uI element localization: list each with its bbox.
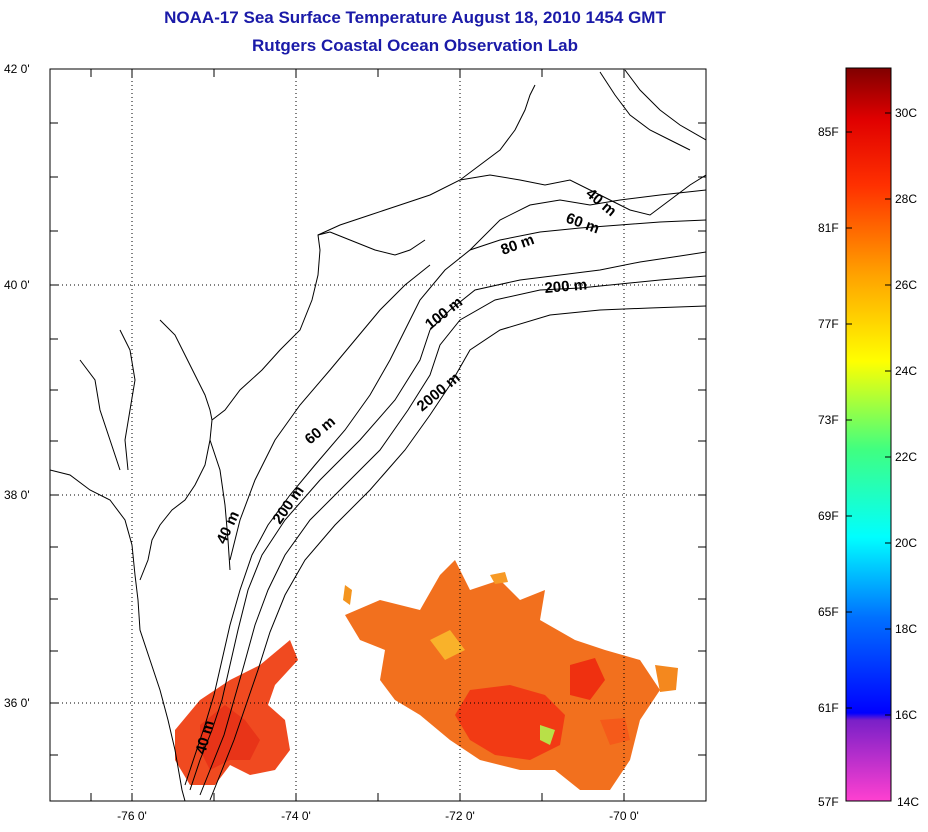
colorbar-c-label: 30C bbox=[895, 106, 917, 120]
sst-patches bbox=[175, 560, 678, 790]
colorbar bbox=[845, 67, 892, 802]
colorbar-c-label: 24C bbox=[895, 364, 917, 378]
colorbar-f-label: 57F bbox=[818, 795, 839, 809]
colorbar-f-label: 69F bbox=[818, 509, 839, 523]
colorbar-f-label: 85F bbox=[818, 125, 839, 139]
coastline bbox=[50, 69, 706, 801]
colorbar-f-label: 61F bbox=[818, 701, 839, 715]
map-title: NOAA-17 Sea Surface Temperature August 1… bbox=[164, 8, 666, 27]
axis-ticks bbox=[50, 69, 706, 801]
lat-tick-label: 36 0' bbox=[4, 696, 30, 710]
colorbar-c-label: 16C bbox=[895, 708, 917, 722]
lat-tick-label: 38 0' bbox=[4, 488, 30, 502]
colorbar-f-label: 65F bbox=[818, 605, 839, 619]
colorbar-c-label: 28C bbox=[895, 192, 917, 206]
colorbar-f-label: 73F bbox=[818, 413, 839, 427]
lon-tick-label: -72 0' bbox=[445, 809, 475, 823]
lat-lon-grid bbox=[50, 69, 706, 801]
colorbar-f-label: 77F bbox=[818, 317, 839, 331]
lon-tick-label: -70 0' bbox=[609, 809, 639, 823]
lat-tick-label: 42 0' bbox=[4, 62, 30, 76]
colorbar-c-label: 20C bbox=[895, 536, 917, 550]
colorbar-c-label: 14C bbox=[897, 795, 919, 809]
contour-label: 200 m bbox=[544, 276, 588, 297]
lat-tick-label: 40 0' bbox=[4, 278, 30, 292]
lon-tick-label: -76 0' bbox=[117, 809, 147, 823]
colorbar-c-label: 22C bbox=[895, 450, 917, 464]
depth-contours bbox=[184, 189, 706, 801]
lon-tick-label: -74 0' bbox=[281, 809, 311, 823]
colorbar-c-label: 26C bbox=[895, 278, 917, 292]
colorbar-ticks bbox=[846, 112, 891, 716]
colorbar-f-label: 81F bbox=[818, 221, 839, 235]
colorbar-c-label: 18C bbox=[895, 622, 917, 636]
map-subtitle: Rutgers Coastal Ocean Observation Lab bbox=[252, 36, 578, 55]
